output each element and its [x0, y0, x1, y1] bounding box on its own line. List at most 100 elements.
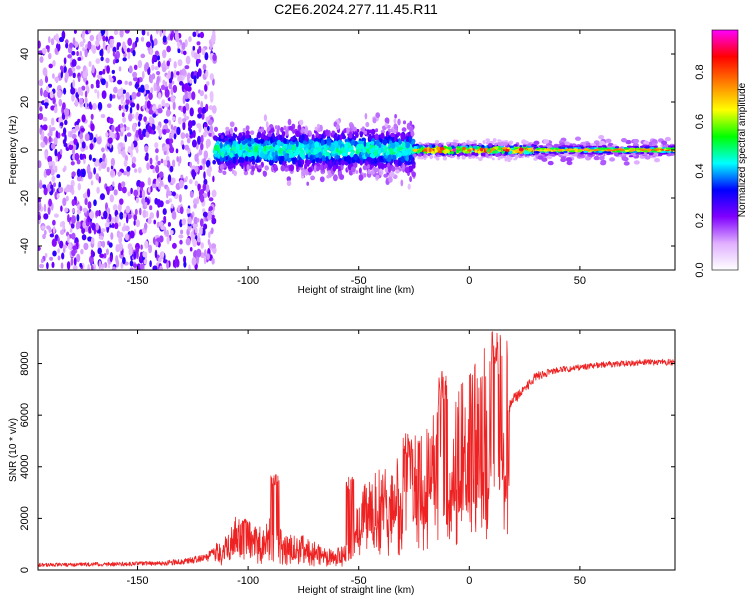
spectrogram-cell [182, 95, 186, 104]
spectrogram-cell [310, 175, 316, 181]
spectrogram-cell [576, 147, 582, 150]
spectrogram-cell [154, 249, 158, 259]
spectrogram-cell [162, 30, 166, 38]
spectrogram-cell [339, 134, 343, 141]
spectrogram-cell [309, 154, 313, 162]
spectrogram-cell [196, 58, 201, 64]
spectrogram-cell [105, 30, 109, 38]
spectrogram-cell [52, 59, 56, 67]
spectrogram-cell [424, 144, 429, 148]
spectrogram-cell [379, 156, 384, 161]
spectrogram-cell [389, 128, 394, 133]
spectrogram-cell [199, 90, 204, 97]
spectrogram-cell [42, 67, 48, 76]
spectrogram-cell [224, 145, 229, 150]
spectrogram-cell [70, 161, 75, 166]
spectrogram-cell [125, 126, 130, 131]
spectrogram-cell [76, 168, 81, 177]
spectrogram-cell [170, 95, 176, 103]
spectrogram-cell [245, 150, 249, 155]
spectrogram-cell [282, 150, 286, 155]
spectrogram-cell [193, 216, 198, 225]
spectrogram-cell [465, 151, 470, 154]
spectrogram-cell [300, 143, 305, 149]
spectrogram-cell [75, 65, 81, 70]
spectrogram-cell [114, 30, 119, 35]
spectrogram-cell [109, 194, 115, 203]
spectrogram-cell [304, 136, 309, 141]
spectrogram-cell [149, 157, 153, 165]
spectrogram-cell [38, 112, 44, 121]
spectrogram-cell [81, 234, 87, 241]
spectrogram-cell [479, 147, 484, 152]
spectrogram-cell [39, 56, 44, 63]
spectrogram-cell [167, 190, 172, 197]
spectrogram-cell [211, 189, 217, 198]
spectrogram-cell [172, 259, 176, 268]
spectrogram-cell [356, 143, 362, 150]
spectrogram-cell [397, 152, 402, 158]
snr-x-tick-label: 0 [466, 575, 472, 587]
spectrogram-cell [98, 176, 102, 184]
spectrogram-cell [185, 175, 188, 181]
spectrogram-cell [128, 113, 133, 122]
spectrogram-cell [355, 132, 359, 138]
spectrogram-cell [242, 152, 246, 158]
spectrogram-cell [137, 77, 140, 85]
spectrogram-cell [134, 168, 138, 173]
spectrogram-cell [291, 157, 296, 162]
spectrogram-cell [131, 91, 137, 100]
spectrogram-cell [208, 197, 214, 202]
spectrogram-cell [380, 147, 384, 153]
spectrogram-cell [121, 186, 127, 194]
spectrogram-cell [151, 39, 154, 49]
spectrogram-cell [105, 36, 109, 42]
spectrogram-cell [111, 125, 115, 133]
spectrogram-cell [138, 114, 143, 121]
spectrogram-cell [135, 246, 139, 255]
snr-x-tick-label: -100 [237, 575, 259, 587]
spectrogram-cell [573, 148, 578, 151]
spectrogram-cell [169, 165, 174, 173]
spectrogram-cell [96, 186, 100, 194]
spectrogram-cell [279, 155, 285, 162]
spectrogram-cell [238, 132, 243, 139]
spectrogram-cell [212, 135, 218, 141]
spectrogram-x-tick-label: -150 [127, 275, 149, 287]
spectrogram-cell [109, 77, 114, 83]
spectrogram-cell [502, 146, 507, 150]
spectrogram-cell [194, 227, 198, 234]
spectrogram-cell [555, 147, 560, 150]
spectrogram-cell [57, 40, 60, 45]
spectrogram-cell [445, 141, 450, 145]
spectrogram-cell [155, 30, 159, 35]
spectrogram-cell [367, 148, 370, 155]
spectrogram-cell [170, 203, 174, 209]
spectrogram-cell [181, 218, 187, 226]
spectrogram-cell [616, 150, 621, 153]
spectrogram-cell [174, 31, 179, 41]
spectrogram-cell [77, 76, 81, 83]
spectrogram-cell [624, 149, 630, 152]
snr-x-tick-label: -50 [351, 575, 367, 587]
spectrogram-cell [618, 152, 623, 155]
spectrogram-cell [264, 140, 269, 145]
spectrogram-cell [179, 206, 184, 215]
spectrogram-cell [270, 128, 275, 133]
snr-panel: -150 -100 -50 0 50 0 2000 4000 6000 8000 Height o… [8, 329, 676, 596]
spectrogram-cell [347, 163, 352, 171]
spectrogram-cell [388, 165, 391, 173]
spectrogram-cell [527, 143, 532, 147]
spectrogram-cell [209, 41, 213, 51]
spectrogram-cell [585, 156, 592, 161]
spectrogram-cell [53, 106, 58, 114]
spectrogram-cell [355, 170, 359, 174]
spectrogram-cell [121, 181, 126, 187]
spectrogram-cell [165, 128, 171, 133]
spectrogram-cell [458, 152, 463, 156]
spectrogram-cell [62, 127, 67, 135]
spectrogram-cell [253, 145, 259, 153]
colorbar-tick-label: 0.2 [694, 213, 706, 228]
spectrogram-cell [211, 210, 214, 216]
